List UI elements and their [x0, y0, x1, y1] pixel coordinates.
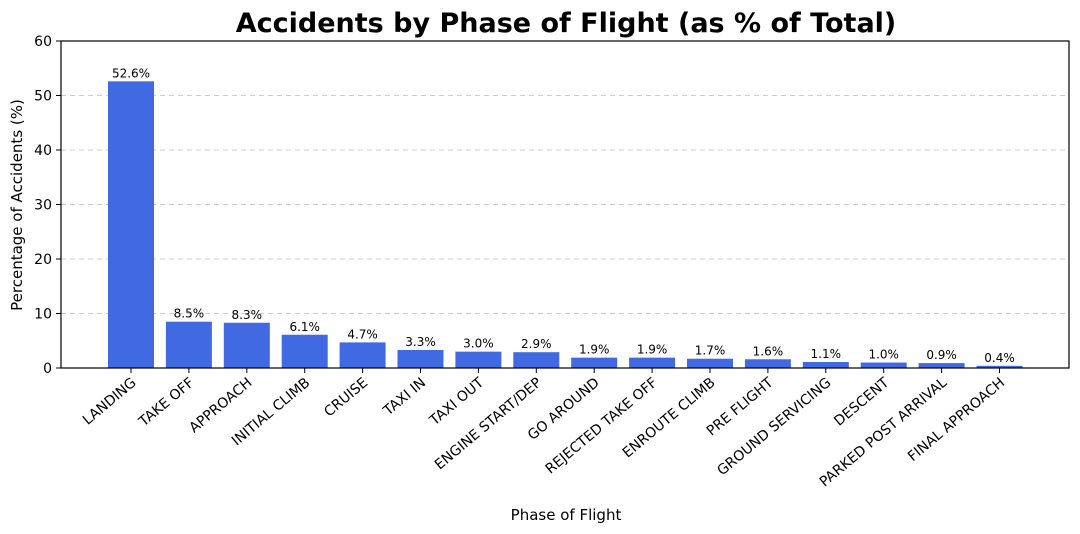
data-label: 4.7% — [347, 327, 378, 341]
data-labels: 52.6% 8.5% 8.3% 6.1% 4.7% 3.3% 3.0% 2.9% 1.9% 1.9… — [112, 66, 1015, 364]
data-label: 0.4% — [984, 351, 1015, 365]
x-tick-label: LANDING — [80, 375, 140, 429]
bar — [223, 322, 270, 368]
data-label: 1.9% — [579, 343, 610, 357]
bars — [108, 81, 1023, 368]
y-tick-label: 0 — [43, 361, 52, 377]
data-label: 1.7% — [695, 344, 726, 358]
y-tick-label: 20 — [34, 252, 52, 268]
chart-title: Accidents by Phase of Flight (as % of To… — [236, 8, 897, 39]
bar — [744, 359, 791, 368]
data-label: 8.3% — [232, 308, 263, 322]
data-label: 0.9% — [926, 348, 957, 362]
data-label: 1.1% — [811, 347, 842, 361]
data-label: 1.6% — [753, 344, 784, 358]
y-tick-label: 50 — [34, 89, 52, 105]
bar — [976, 365, 1023, 368]
bar — [687, 358, 733, 368]
grid-lines — [61, 40, 1069, 314]
y-axis-ticks: 0 10 20 30 40 50 60 — [34, 34, 61, 377]
data-label: 52.6% — [112, 66, 150, 80]
bar — [397, 350, 444, 368]
x-tick-label: FINAL APPROACH — [905, 375, 1008, 465]
bar — [165, 321, 212, 368]
x-tick-label: REJECTED TAKE OFF — [543, 375, 661, 478]
data-label: 3.3% — [405, 335, 436, 349]
data-label: 2.9% — [521, 337, 552, 351]
data-label: 6.1% — [289, 320, 320, 334]
bar — [629, 357, 676, 368]
y-axis-label: Percentage of Accidents (%) — [8, 99, 26, 311]
bar — [513, 352, 560, 368]
x-tick-label: ENGINE START/DEP — [432, 375, 545, 473]
bar — [108, 81, 154, 368]
x-tick-label: GROUND SERVICING — [714, 375, 834, 479]
bar — [571, 357, 618, 368]
bar — [860, 362, 907, 368]
bar — [455, 351, 502, 368]
y-tick-label: 10 — [34, 307, 52, 323]
data-label: 8.5% — [174, 307, 205, 321]
y-tick-label: 60 — [34, 34, 52, 50]
x-axis-label: Phase of Flight — [511, 506, 622, 524]
bar — [918, 363, 965, 368]
bar — [802, 362, 849, 368]
bar — [339, 342, 386, 368]
y-tick-label: 40 — [34, 143, 52, 159]
x-tick-label: TAXI IN — [380, 375, 429, 420]
bar — [281, 334, 328, 368]
data-label: 1.9% — [637, 343, 668, 357]
y-tick-label: 30 — [34, 198, 52, 214]
x-tick-label: CRUISE — [321, 375, 371, 420]
data-label: 3.0% — [463, 337, 494, 351]
data-label: 1.0% — [868, 348, 899, 362]
